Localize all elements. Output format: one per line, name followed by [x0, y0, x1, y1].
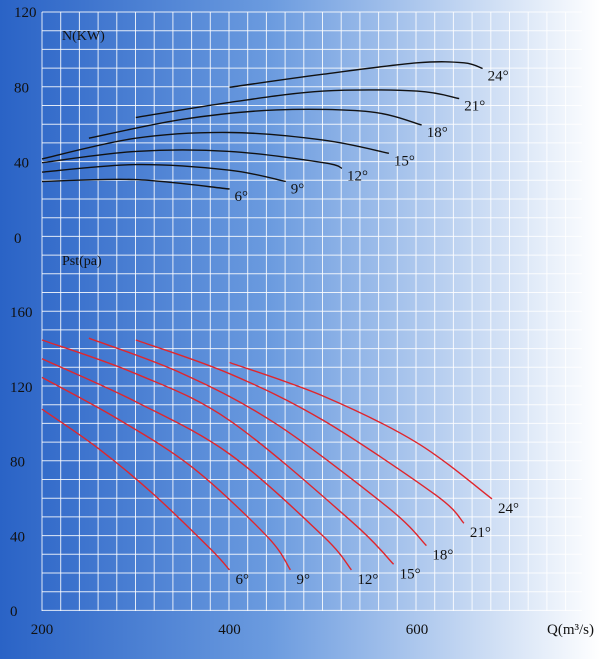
y-tick-label-power: 40	[14, 156, 29, 172]
power-curve-label: 6°	[235, 189, 249, 205]
curves	[41, 61, 493, 571]
power-curve-5	[88, 108, 422, 139]
labels: 6° 9°12°15°18°21°24°6° 9° 12° 15°18°21°24°04…	[10, 5, 594, 638]
power-curve-label: 21°	[464, 99, 485, 115]
pressure-curve-4	[41, 339, 395, 565]
power-curve-label: 18°	[427, 125, 448, 141]
x-tick-label: 400	[218, 622, 241, 638]
flow-axis-title: Q(m³/s)	[547, 622, 594, 638]
pressure-curve-label: 15°	[400, 566, 421, 582]
power-curve-6	[135, 89, 460, 119]
y-tick-label-power: 120	[14, 5, 37, 21]
pressure-curve-label: 18°	[432, 548, 453, 564]
power-curve-label: 12°	[347, 168, 368, 184]
power-axis-title: N(KW)	[62, 29, 105, 44]
power-curve-2	[41, 163, 286, 183]
y-tick-label-pressure: 0	[10, 604, 18, 620]
grid	[41, 11, 582, 611]
pressure-axis-title: Pst(pa)	[62, 254, 102, 269]
pressure-curve-5	[88, 337, 427, 547]
pressure-curve-label: 9°	[296, 572, 310, 588]
power-curve-label: 24°	[488, 69, 509, 85]
pressure-curve-6	[135, 339, 465, 524]
pressure-curve-2	[41, 376, 291, 571]
power-curve-7	[229, 61, 483, 88]
power-curve-label: 9°	[291, 182, 305, 198]
power-curve-3	[41, 149, 343, 169]
pressure-curve-label: 12°	[357, 572, 378, 588]
pressure-curve-label: 24°	[498, 501, 519, 517]
y-tick-label-power: 0	[14, 231, 22, 247]
pressure-curve-1	[41, 408, 231, 571]
pressure-curve-label: 21°	[470, 525, 491, 541]
y-tick-label-power: 80	[14, 80, 29, 96]
y-tick-label-pressure: 160	[10, 305, 33, 321]
power-curve-1	[41, 178, 230, 190]
power-curve-label: 15°	[394, 153, 415, 169]
y-tick-label-pressure: 40	[10, 529, 25, 545]
x-tick-label: 200	[31, 622, 54, 638]
pressure-curve-7	[229, 361, 493, 500]
pressure-curve-3	[41, 358, 352, 571]
x-tick-label: 600	[406, 622, 429, 638]
power-curve-4	[41, 131, 390, 160]
pressure-curve-label: 6°	[236, 572, 250, 588]
y-tick-label-pressure: 80	[10, 455, 25, 471]
y-tick-label-pressure: 120	[10, 380, 33, 396]
